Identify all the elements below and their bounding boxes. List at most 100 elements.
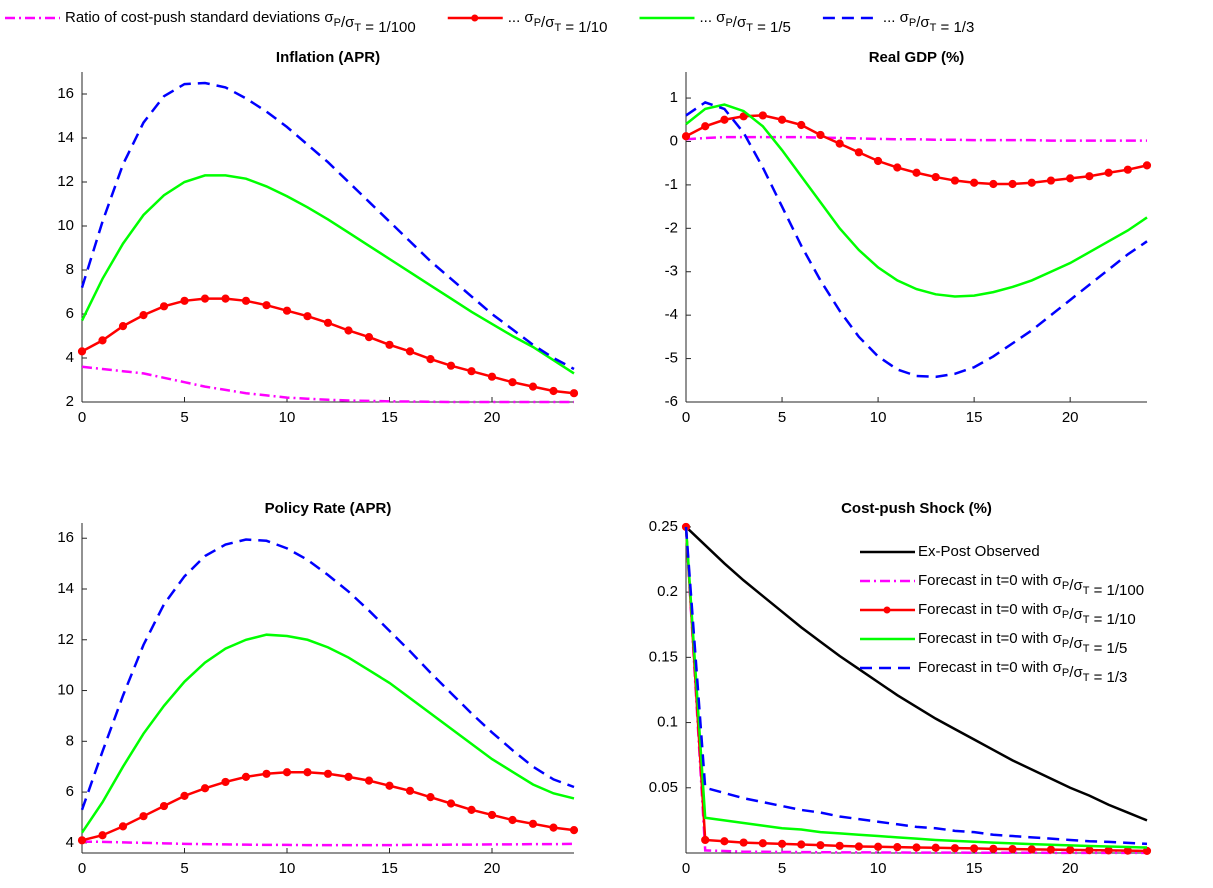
series-marker — [739, 838, 748, 847]
x-tick-label: 0 — [78, 860, 86, 877]
y-tick-label: 16 — [57, 529, 74, 546]
series-marker — [446, 799, 456, 808]
y-tick-label: -1 — [665, 176, 678, 193]
series-marker — [139, 311, 148, 320]
x-tick-label: 10 — [870, 860, 887, 877]
legend-label: Forecast in t=0 with σP/σT = 1/3 — [918, 659, 1127, 686]
series-line — [684, 526, 1147, 855]
series-marker — [385, 340, 394, 349]
series-marker — [758, 111, 767, 120]
series-marker — [549, 823, 558, 832]
series-marker — [1027, 845, 1036, 854]
y-tick-label: 10 — [57, 682, 74, 699]
series-line — [81, 297, 575, 395]
y-tick-label: 6 — [66, 783, 74, 800]
x-tick-label: 15 — [966, 860, 983, 877]
y-tick-label: 8 — [66, 261, 74, 278]
series-marker — [989, 844, 998, 853]
series-marker — [364, 333, 374, 342]
series-marker — [1104, 168, 1113, 177]
series-marker — [816, 130, 825, 140]
series-marker — [221, 294, 230, 303]
series-marker — [364, 776, 374, 785]
series-marker — [1123, 165, 1132, 174]
series-marker — [159, 801, 169, 811]
series-marker — [873, 842, 883, 851]
series-marker — [139, 812, 148, 821]
legend-marker — [471, 14, 479, 22]
x-tick-label: 10 — [279, 409, 296, 426]
series-marker — [854, 842, 863, 851]
series-marker — [701, 122, 710, 131]
y-tick-label: 0.2 — [657, 583, 678, 600]
x-tick-label: 20 — [484, 409, 501, 426]
series-marker — [323, 318, 333, 327]
series-marker — [1142, 161, 1152, 170]
chart-title: Cost-push Shock (%) — [841, 500, 992, 517]
series-marker — [835, 841, 844, 850]
chart-title: Inflation (APR) — [276, 49, 380, 66]
series-line — [684, 526, 1148, 853]
series-line — [684, 526, 1148, 849]
series-marker — [487, 810, 497, 820]
series-marker — [405, 786, 415, 795]
series-marker — [816, 841, 825, 850]
series-marker — [1085, 846, 1094, 855]
series-marker — [912, 168, 921, 177]
series-marker — [508, 378, 517, 387]
series-marker — [303, 768, 312, 777]
series-marker — [200, 294, 210, 303]
series-marker — [323, 769, 333, 778]
series-marker — [893, 163, 902, 172]
legend-label: Ex-Post Observed — [918, 543, 1040, 560]
series-marker — [989, 179, 998, 189]
series-line — [684, 526, 1148, 846]
series-line — [80, 174, 575, 375]
series-marker — [569, 826, 579, 835]
y-tick-label: 1 — [670, 89, 678, 106]
series-marker — [241, 296, 251, 305]
y-tick-label: -4 — [665, 306, 678, 323]
series-marker — [931, 843, 940, 852]
series-marker — [1046, 845, 1056, 854]
series-marker — [931, 172, 940, 182]
y-tick-label: 16 — [57, 85, 74, 102]
series-marker — [1066, 174, 1075, 183]
y-tick-label: 0.25 — [649, 518, 678, 535]
series-line — [685, 526, 1148, 822]
series-marker — [873, 156, 883, 166]
series-marker — [970, 844, 979, 853]
x-tick-label: 0 — [78, 409, 86, 426]
series-marker — [487, 372, 497, 381]
series-marker — [970, 178, 979, 187]
series-marker — [681, 132, 691, 141]
series-marker — [159, 302, 169, 311]
series-marker — [797, 120, 806, 130]
legend-label: ... σP/σT = 1/5 — [700, 9, 791, 36]
series-line — [81, 771, 575, 842]
legend-label: ... σP/σT = 1/3 — [883, 9, 974, 36]
y-tick-label: 0.1 — [657, 714, 678, 731]
x-tick-label: 0 — [682, 860, 690, 877]
series-marker — [797, 840, 806, 849]
y-tick-label: 4 — [66, 349, 74, 366]
series-line — [81, 840, 575, 847]
series-marker — [912, 843, 921, 852]
series-marker — [528, 819, 538, 828]
series-line — [685, 135, 1147, 142]
y-tick-label: -6 — [665, 393, 678, 410]
chart-title: Policy Rate (APR) — [265, 500, 392, 517]
chart-title: Real GDP (%) — [869, 49, 965, 66]
series-marker — [893, 843, 902, 852]
series-marker — [221, 777, 230, 787]
x-tick-label: 15 — [966, 409, 983, 426]
series-marker — [344, 772, 353, 781]
series-marker — [180, 791, 189, 800]
y-tick-label: 14 — [57, 129, 74, 146]
x-tick-label: 0 — [682, 409, 690, 426]
y-tick-label: 14 — [57, 580, 74, 597]
x-tick-label: 5 — [180, 409, 188, 426]
series-marker — [528, 382, 538, 391]
series-marker — [98, 336, 107, 345]
